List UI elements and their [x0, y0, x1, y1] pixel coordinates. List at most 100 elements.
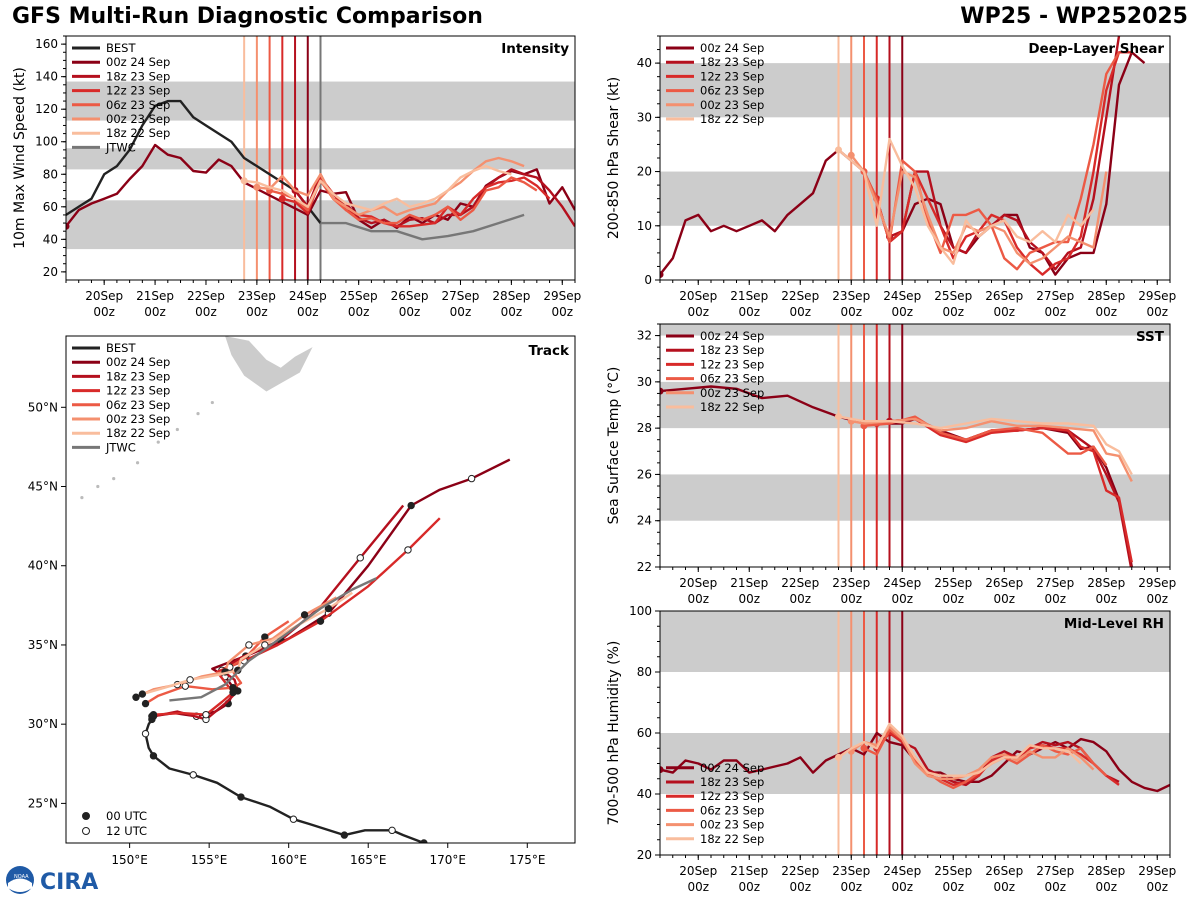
track-legend-label-7: JTWC: [105, 440, 136, 454]
intensity-xtick-label-6: 26Sep: [391, 289, 429, 303]
track-lon-label-1: 155°E: [191, 853, 228, 867]
track-marker: [407, 501, 415, 510]
intensity-xtick-label-7: 27Sep: [442, 289, 480, 303]
sst-xtick-label-1: 21Sep: [730, 576, 768, 590]
kuril-island-2: [175, 427, 179, 432]
rh-xtick-label-6: 26Sep: [985, 864, 1023, 878]
track-marker: [340, 831, 349, 839]
sst-xtick-sublabel-1: 00z: [738, 592, 760, 606]
rh-xtick-label-4: 24Sep: [883, 864, 921, 878]
shear-legend-label-1: 18z 23 Sep: [700, 55, 764, 69]
sst-xtick-label-5: 25Sep: [934, 576, 972, 590]
sst-series-5: [838, 415, 1133, 475]
intensity-legend-label-4: 06z 23 Sep: [106, 98, 170, 112]
track-legend-label-0: BEST: [106, 341, 136, 355]
track-marker: [149, 752, 158, 760]
sst-panel: 22 24 26 28 30 32 20Sep 00z 21Sep 00z 22Sep 00z 23Se…: [606, 323, 1176, 606]
rh-init-point-3: [860, 744, 868, 752]
intensity-init-point-1: [66, 222, 70, 230]
sst-ytick-label-4: 30: [637, 375, 652, 389]
intensity-legend-label-1: 00z 24 Sep: [106, 55, 170, 69]
shear-xtick-sublabel-3: 00z: [840, 305, 862, 319]
figure-title: GFS Multi-Run Diagnostic Comparison: [12, 4, 483, 29]
track-marker: [149, 710, 158, 719]
track-marker-legend-label-0: 00 UTC: [106, 809, 147, 823]
track-marker: [141, 699, 150, 708]
shear-xtick-sublabel-0: 00z: [687, 305, 709, 319]
sst-band-1: [660, 381, 1170, 429]
sst-xtick-sublabel-3: 00z: [840, 592, 862, 606]
intensity-legend-label-6: 18z 22 Sep: [106, 126, 170, 140]
track-panel-title: Track: [529, 343, 570, 359]
track-legend-label-3: 12z 23 Sep: [106, 384, 170, 398]
track-series-6: [142, 591, 353, 696]
intensity-legend-label-0: BEST: [106, 41, 136, 55]
rh-xtick-sublabel-9: 00z: [1146, 880, 1168, 894]
rh-xtick-sublabel-7: 00z: [1044, 880, 1066, 894]
rh-legend-label-1: 18z 23 Sep: [700, 775, 764, 789]
intensity-series-5: [256, 156, 525, 217]
track-marker: [186, 676, 194, 684]
shear-series-4: [850, 154, 1108, 265]
intensity-legend-label-7: JTWC: [105, 140, 136, 154]
intensity-ytick-label-0: 20: [43, 265, 58, 279]
track-marker: [237, 793, 245, 801]
track-legend-label-6: 18z 22 Sep: [106, 426, 170, 440]
intensity-xtick-sublabel-6: 00z: [399, 305, 421, 319]
track-marker: [202, 710, 210, 719]
intensity-xtick-label-1: 21Sep: [136, 289, 174, 303]
intensity-xtick-label-5: 25Sep: [340, 289, 378, 303]
rh-legend-label-3: 06z 23 Sep: [700, 803, 764, 817]
track-marker: [404, 546, 412, 554]
track-marker: [316, 617, 325, 625]
shear-ytick-label-3: 30: [637, 110, 652, 124]
sst-xtick-label-0: 20Sep: [679, 576, 717, 590]
shear-ylabel: 200-850 hPa Shear (kt): [606, 77, 622, 239]
rh-legend-label-0: 00z 24 Sep: [700, 761, 764, 775]
sst-xtick-sublabel-2: 00z: [789, 592, 811, 606]
track-series-7: [169, 577, 377, 702]
rh-xtick-label-8: 28Sep: [1087, 864, 1125, 878]
track-marker: [132, 693, 140, 701]
kuril-island-3: [156, 440, 160, 444]
sst-ytick-label-0: 22: [637, 560, 652, 574]
rh-ytick-label-2: 60: [637, 726, 652, 740]
shear-xtick-label-1: 21Sep: [730, 289, 768, 303]
shear-band-1: [660, 63, 1170, 118]
cira-logo: NOAA CIRA: [6, 866, 98, 895]
shear-xtick-label-7: 27Sep: [1036, 289, 1074, 303]
rh-panel: 20 40 60 80 100 20Sep 00z 21Sep 00z 22Sep 00z 23Sep…: [606, 604, 1176, 894]
shear-xtick-label-5: 25Sep: [934, 289, 972, 303]
intensity-xtick-sublabel-8: 00z: [501, 305, 523, 319]
intensity-init-point-5: [253, 183, 261, 191]
rh-series-4: [850, 725, 1095, 780]
noaa-wave-icon: [8, 878, 32, 892]
sst-init-point-5: [835, 413, 842, 421]
intensity-xtick-label-9: 29Sep: [543, 289, 581, 303]
rh-legend-label-5: 18z 22 Sep: [700, 832, 764, 846]
rh-xtick-sublabel-6: 00z: [993, 880, 1015, 894]
track-marker: [300, 611, 309, 619]
sst-xtick-label-9: 29Sep: [1138, 576, 1176, 590]
intensity-init-point-3: [278, 195, 286, 203]
shear-xtick-label-6: 26Sep: [985, 289, 1023, 303]
cira-label: CIRA: [40, 870, 98, 895]
intensity-ytick-label-1: 40: [43, 232, 58, 246]
track-panel: 150°E 155°E 160°E 165°E 170°E 175°E 25°N 30°N 35…: [28, 335, 576, 867]
sst-xtick-sublabel-6: 00z: [993, 592, 1015, 606]
sst-ytick-label-3: 28: [637, 421, 652, 435]
shear-xtick-sublabel-4: 00z: [891, 305, 913, 319]
intensity-plot-area: [66, 36, 575, 280]
rh-xtick-sublabel-1: 00z: [738, 880, 760, 894]
intensity-xtick-sublabel-4: 00z: [297, 305, 319, 319]
shear-legend-label-4: 00z 23 Sep: [700, 98, 764, 112]
storm-id-title: WP25 - WP252025: [960, 4, 1188, 29]
shear-init-point-5: [835, 146, 842, 154]
shear-ytick-label-1: 10: [637, 219, 652, 233]
intensity-xtick-sublabel-3: 00z: [246, 305, 268, 319]
track-legend-label-1: 00z 24 Sep: [106, 355, 170, 369]
intensity-ytick-label-5: 120: [35, 102, 58, 116]
shear-ytick-label-4: 40: [637, 56, 652, 70]
track-lon-label-2: 160°E: [270, 853, 307, 867]
rh-xtick-label-5: 25Sep: [934, 864, 972, 878]
